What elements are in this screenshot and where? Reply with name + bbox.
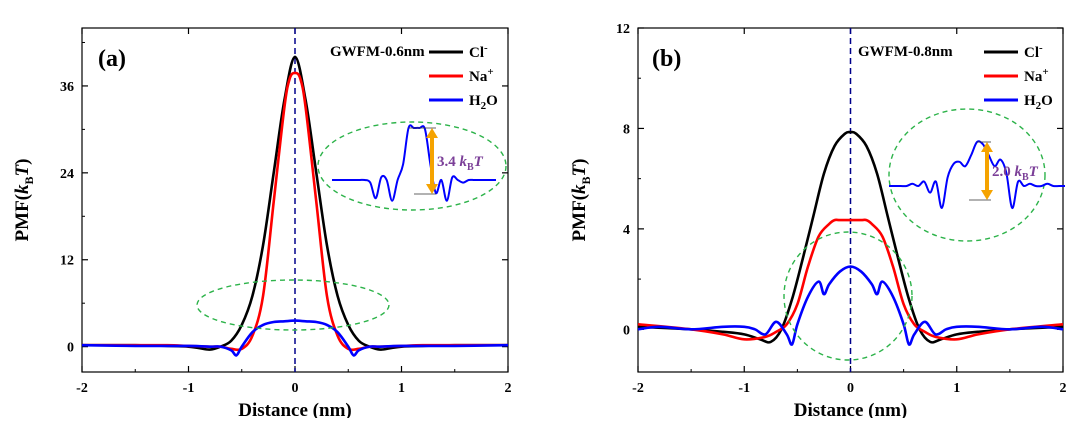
inset-label-t: T <box>474 154 484 170</box>
legend-label-base: Cl <box>1024 45 1039 61</box>
inset-arrow-head-down <box>426 184 438 194</box>
inset-label-t: T <box>1029 164 1039 180</box>
x-tick-label: 1 <box>398 381 405 396</box>
legend-label-h2o: H2O <box>469 93 498 112</box>
highlight-ellipse <box>196 279 390 331</box>
y-axis-label: PMF(kBT) <box>569 159 593 242</box>
legend-label-cl: Cl- <box>469 42 488 61</box>
y-axis-label: PMF(kBT) <box>12 159 36 242</box>
legend-label-sup: + <box>1042 66 1048 78</box>
y-tick-label: 24 <box>60 167 74 182</box>
legend-label-tail: O <box>1041 93 1053 109</box>
inset-label: 2.0 kBT <box>992 164 1039 183</box>
inset-label-k: k <box>460 154 468 170</box>
legend-label-na: Na+ <box>469 66 494 85</box>
legend-label-sup: + <box>487 66 493 78</box>
inset-ellipse <box>317 121 507 211</box>
inset-arrow-head-up <box>426 128 438 138</box>
y-tick-label: 0 <box>623 323 630 338</box>
legend-label-sup: - <box>484 42 488 54</box>
inset-arrow-head-up <box>981 142 993 152</box>
legend-label-base: H <box>1024 93 1036 109</box>
series-line-cl <box>81 55 509 351</box>
inset-label: 3.4 kBT <box>437 154 484 173</box>
y-axis-label-sub: B <box>22 176 36 184</box>
panel-label: (b) <box>652 46 681 72</box>
legend-label-cl: Cl- <box>1024 42 1043 61</box>
series-line-h2o <box>81 319 509 357</box>
x-tick-label: 2 <box>505 381 512 396</box>
series-line-na <box>637 218 1064 341</box>
legend-label-na: Na+ <box>1024 66 1049 85</box>
y-tick-label: 0 <box>67 341 74 356</box>
x-tick-label: 2 <box>1060 381 1067 396</box>
y-axis-label-close: ) <box>12 159 33 165</box>
y-axis-label-sub: B <box>579 176 593 184</box>
x-tick-label: -1 <box>738 381 750 396</box>
panel-label: (a) <box>98 46 126 72</box>
y-axis-label-t: T <box>12 163 33 176</box>
x-tick-label: 0 <box>847 381 854 396</box>
series-line-h2o <box>637 265 1064 346</box>
x-axis-label: Distance (nm) <box>794 400 907 418</box>
annotation-label: GWFM-0.6nm <box>330 44 425 60</box>
inset-label-sub: B <box>467 162 474 173</box>
legend-label-sub: 2 <box>481 100 487 112</box>
x-tick-label: -2 <box>632 381 644 396</box>
inset-label-k: k <box>1015 164 1023 180</box>
y-axis-label-t: T <box>569 163 590 176</box>
x-axis-label: Distance (nm) <box>238 400 351 418</box>
inset-arrow-head-down <box>981 190 993 200</box>
inset-ellipse <box>888 108 1046 242</box>
y-tick-label: 8 <box>623 122 630 137</box>
x-tick-label: 0 <box>292 381 299 396</box>
inset-label-value: 3.4 <box>437 154 460 170</box>
legend-label-base: Na <box>1024 69 1043 85</box>
y-tick-label: 12 <box>616 22 630 37</box>
y-axis-label-text: PMF( <box>12 194 33 241</box>
legend-label-tail: O <box>486 93 498 109</box>
y-tick-label: 4 <box>623 223 630 238</box>
y-axis-label-close: ) <box>569 159 590 165</box>
highlight-ellipse <box>783 231 913 361</box>
y-tick-label: 12 <box>60 254 74 269</box>
x-tick-label: 1 <box>953 381 960 396</box>
annotation-label: GWFM-0.8nm <box>858 44 953 60</box>
inset-label-value: 2.0 <box>992 164 1015 180</box>
legend-label-h2o: H2O <box>1024 93 1053 112</box>
y-axis-label-k: k <box>12 184 33 194</box>
legend-label-base: Cl <box>469 45 484 61</box>
x-tick-label: -2 <box>76 381 88 396</box>
legend-label-sub: 2 <box>1036 100 1042 112</box>
y-axis-label-text: PMF( <box>569 194 590 241</box>
inset-trace <box>889 140 1065 210</box>
y-tick-label: 36 <box>60 80 74 95</box>
legend-label-base: H <box>469 93 481 109</box>
legend-label-base: Na <box>469 69 488 85</box>
x-tick-label: -1 <box>183 381 195 396</box>
y-axis-label-k: k <box>569 184 590 194</box>
legend-label-sup: - <box>1039 42 1043 54</box>
series-line-cl <box>637 130 1064 344</box>
inset-label-sub: B <box>1022 172 1029 183</box>
